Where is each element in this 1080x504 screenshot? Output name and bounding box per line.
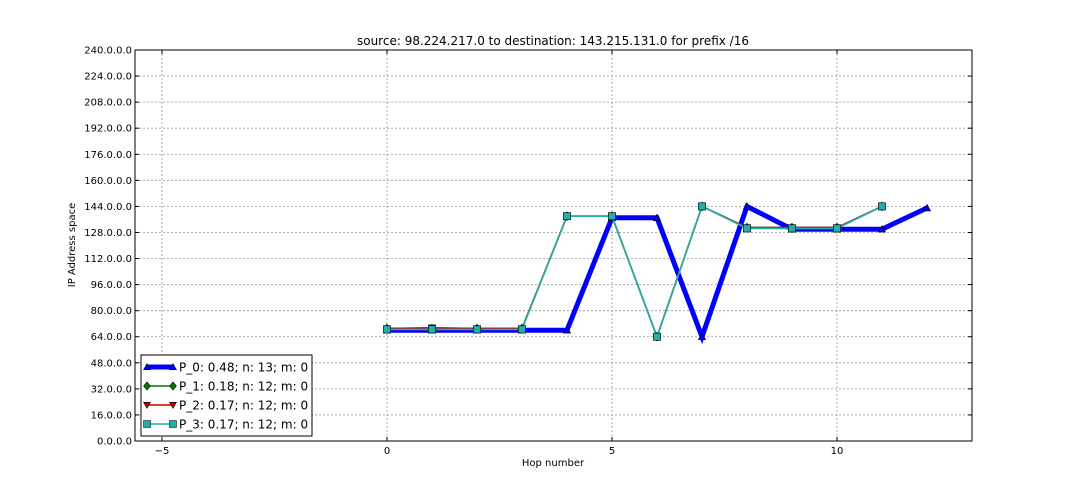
legend-marker <box>143 362 151 371</box>
legend-marker <box>143 401 151 410</box>
y-tick-label: 224.0.0.0 <box>84 72 132 83</box>
data-point <box>608 212 616 221</box>
legend-marker <box>169 362 177 371</box>
data-point <box>653 332 661 341</box>
x-tick-label: 0 <box>384 446 390 457</box>
legend-label: P_0: 0.48; n: 13; m: 0 <box>179 361 308 375</box>
data-point <box>877 224 887 233</box>
series-3 <box>383 202 886 341</box>
y-tick-label: 64.0.0.0 <box>91 332 132 343</box>
y-tick-label: 240.0.0.0 <box>84 46 132 57</box>
legend-label: P_3: 0.17; n: 12; m: 0 <box>179 418 308 432</box>
series-line <box>387 205 883 340</box>
legend-marker <box>143 420 151 428</box>
data-point <box>878 202 886 211</box>
series-layer <box>382 201 932 345</box>
data-point <box>833 224 841 233</box>
data-point <box>922 203 932 212</box>
data-point <box>697 332 707 340</box>
plot-frame <box>134 49 973 442</box>
legend-marker <box>169 401 177 410</box>
legend-marker <box>143 381 151 391</box>
legend-marker <box>169 381 177 391</box>
y-tick-label: 96.0.0.0 <box>91 280 132 291</box>
y-tick-label: 48.0.0.0 <box>91 358 132 369</box>
y-tick-label: 192.0.0.0 <box>84 124 132 135</box>
y-tick-label: 112.0.0.0 <box>84 254 132 265</box>
data-point <box>563 212 571 221</box>
legend-entry: P_3: 0.17; n: 12; m: 0 <box>143 418 308 432</box>
legend-entry: P_1: 0.18; n: 12; m: 0 <box>143 380 308 394</box>
y-tick-label: 128.0.0.0 <box>84 228 132 239</box>
legend-label: P_1: 0.18; n: 12; m: 0 <box>179 380 308 394</box>
data-point <box>698 202 706 211</box>
y-tick-label: 80.0.0.0 <box>91 306 132 317</box>
data-point <box>428 325 436 334</box>
legend-entry: P_2: 0.17; n: 12; m: 0 <box>143 399 308 413</box>
data-point <box>383 325 391 334</box>
legend-marker <box>169 420 177 428</box>
data-point <box>742 202 752 210</box>
y-axis-label: IP Address space <box>67 203 78 288</box>
y-tick-label: 144.0.0.0 <box>84 202 132 213</box>
ticks: 0.0.0.0 16.0.0.0 32.0.0.0 48.0.0.0 64.0.0.0 8… <box>84 46 972 457</box>
y-tick-label: 160.0.0.0 <box>84 176 132 187</box>
legend-entry: P_0: 0.48; n: 13; m: 0 <box>143 361 308 375</box>
y-tick-label: 32.0.0.0 <box>91 384 132 395</box>
x-axis-label: Hop number <box>522 458 585 469</box>
chart-title: source: 98.224.217.0 to destination: 143… <box>357 34 749 48</box>
legend-label: P_2: 0.17; n: 12; m: 0 <box>179 399 308 413</box>
data-point <box>518 325 526 334</box>
x-tick-label: 10 <box>831 446 844 457</box>
data-point <box>788 224 796 233</box>
data-point <box>743 224 751 233</box>
y-tick-label: 0.0.0.0 <box>97 437 132 448</box>
y-tick-label: 208.0.0.0 <box>84 98 132 109</box>
data-point <box>562 325 572 334</box>
data-point <box>473 325 481 334</box>
x-tick-label: 5 <box>609 446 615 457</box>
y-tick-label: 16.0.0.0 <box>91 410 132 421</box>
x-tick-label: −5 <box>155 446 170 457</box>
y-tick-label: 176.0.0.0 <box>84 150 132 161</box>
data-point <box>652 213 662 221</box>
grid <box>135 50 972 441</box>
legend: P_0: 0.48; n: 13; m: 0 P_1: 0.18; n: 12; … <box>140 354 313 437</box>
